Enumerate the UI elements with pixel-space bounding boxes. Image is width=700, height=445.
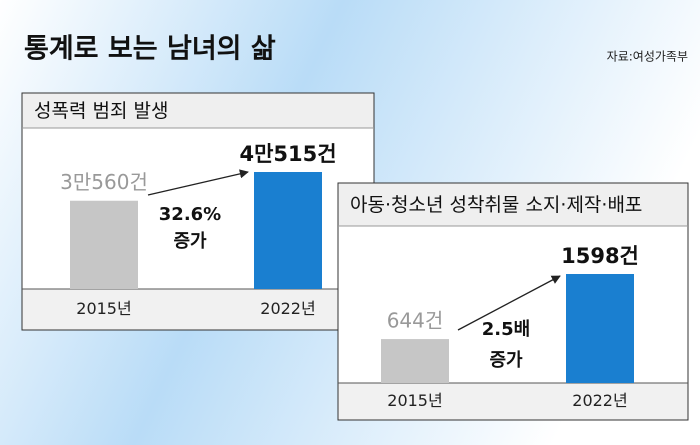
bar bbox=[70, 200, 138, 289]
annotation: 32.6% bbox=[159, 204, 221, 225]
axis-strip bbox=[22, 289, 374, 330]
page-title: 통계로 보는 남녀의 삶 bbox=[24, 34, 276, 65]
value-label: 644건 bbox=[387, 309, 444, 333]
value-label: 3만560건 bbox=[60, 170, 148, 194]
annotation: 2.5배 bbox=[482, 319, 530, 340]
value-label: 1598건 bbox=[561, 244, 639, 268]
x-tick-label: 2015년 bbox=[76, 299, 131, 318]
arrow bbox=[457, 275, 561, 331]
source: 자료:여성가족부 bbox=[607, 50, 688, 64]
panel-title: 아동·청소년 성착취물 소지·제작·배포 bbox=[350, 194, 642, 216]
arrow bbox=[147, 169, 249, 196]
x-tick-label: 2022년 bbox=[260, 299, 315, 318]
annotation: 증가 bbox=[489, 350, 523, 371]
panel-header bbox=[22, 93, 374, 129]
panel-title: 성폭력 범죄 발생 bbox=[34, 100, 168, 122]
value-label: 4만515건 bbox=[239, 142, 336, 166]
x-tick-label: 2015년 bbox=[387, 391, 442, 410]
annotation: 증가 bbox=[173, 231, 207, 252]
bar bbox=[566, 274, 634, 383]
bar bbox=[381, 339, 449, 383]
axis-strip bbox=[338, 383, 688, 420]
panel-header bbox=[338, 183, 688, 227]
x-tick-label: 2022년 bbox=[572, 391, 627, 410]
bar bbox=[254, 172, 322, 289]
